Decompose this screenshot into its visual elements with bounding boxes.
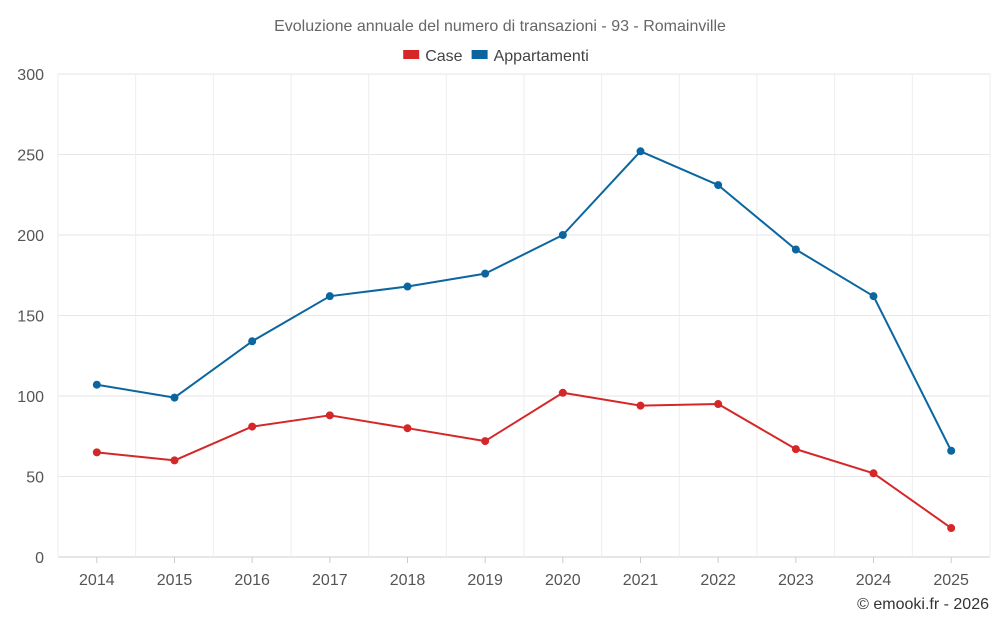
data-point-case[interactable] xyxy=(636,401,645,410)
data-point-appartamenti[interactable] xyxy=(481,269,490,278)
data-point-appartamenti[interactable] xyxy=(791,245,800,254)
x-tick-label: 2024 xyxy=(856,572,892,589)
data-point-appartamenti[interactable] xyxy=(248,337,257,346)
data-point-appartamenti[interactable] xyxy=(170,393,179,402)
legend-swatch xyxy=(403,50,420,59)
x-tick-label: 2019 xyxy=(467,572,503,589)
legend-swatch xyxy=(471,50,488,59)
data-point-appartamenti[interactable] xyxy=(558,231,567,239)
legend-item-appartamenti[interactable]: Appartamenti xyxy=(471,48,589,65)
x-tick-label: 2025 xyxy=(933,572,969,589)
series-line-case xyxy=(96,391,952,529)
grid xyxy=(57,73,991,558)
y-tick-label: 300 xyxy=(17,67,44,84)
data-point-appartamenti[interactable] xyxy=(403,282,412,291)
data-point-case[interactable] xyxy=(481,437,490,446)
y-tick-label: 100 xyxy=(17,389,44,406)
data-point-appartamenti[interactable] xyxy=(636,147,645,156)
data-point-case[interactable] xyxy=(714,400,723,409)
y-tick-label: 0 xyxy=(35,550,44,567)
legend: Case Appartamenti xyxy=(403,48,589,65)
x-tick-label: 2023 xyxy=(778,572,814,589)
data-point-appartamenti[interactable] xyxy=(92,380,101,389)
series-line-appartamenti xyxy=(96,150,953,452)
series-case xyxy=(92,388,956,533)
chart-title: Evoluzione annuale del numero di transaz… xyxy=(274,18,726,35)
x-axis: 2014 2015 2016 2017 2018 2019 2020 2021 2022 2023… xyxy=(79,557,969,589)
data-point-case[interactable] xyxy=(248,422,257,431)
legend-label: Appartamenti xyxy=(494,48,589,65)
x-tick-label: 2016 xyxy=(234,572,270,589)
data-point-case[interactable] xyxy=(403,424,412,433)
data-point-case[interactable] xyxy=(869,469,878,478)
data-point-case[interactable] xyxy=(791,445,800,454)
x-tick-label: 2021 xyxy=(623,572,659,589)
data-point-appartamenti[interactable] xyxy=(714,181,723,190)
x-tick-label: 2018 xyxy=(390,572,426,589)
legend-item-case[interactable]: Case xyxy=(403,48,463,65)
data-point-case[interactable] xyxy=(558,388,567,397)
series-group xyxy=(92,147,956,533)
x-tick-label: 2020 xyxy=(545,572,581,589)
y-tick-label: 200 xyxy=(17,228,44,245)
data-point-appartamenti[interactable] xyxy=(325,292,334,301)
data-point-case[interactable] xyxy=(170,456,179,465)
credit-text: © emooki.fr - 2026 xyxy=(857,596,989,613)
x-tick-label: 2022 xyxy=(700,572,736,589)
data-point-appartamenti[interactable] xyxy=(947,446,956,455)
series-appartamenti xyxy=(92,147,956,455)
y-tick-label: 50 xyxy=(26,470,44,487)
legend-label: Case xyxy=(425,48,462,65)
data-point-case[interactable] xyxy=(92,448,101,457)
y-tick-label: 150 xyxy=(17,309,44,326)
data-point-case[interactable] xyxy=(947,524,956,533)
x-tick-label: 2015 xyxy=(157,572,193,589)
x-tick-label: 2014 xyxy=(79,572,115,589)
y-tick-label: 250 xyxy=(17,148,44,165)
data-point-case[interactable] xyxy=(325,411,334,420)
data-point-appartamenti[interactable] xyxy=(869,292,878,301)
y-axis: 0 50 100 150 200 250 300 xyxy=(17,67,44,567)
x-tick-label: 2017 xyxy=(312,572,348,589)
